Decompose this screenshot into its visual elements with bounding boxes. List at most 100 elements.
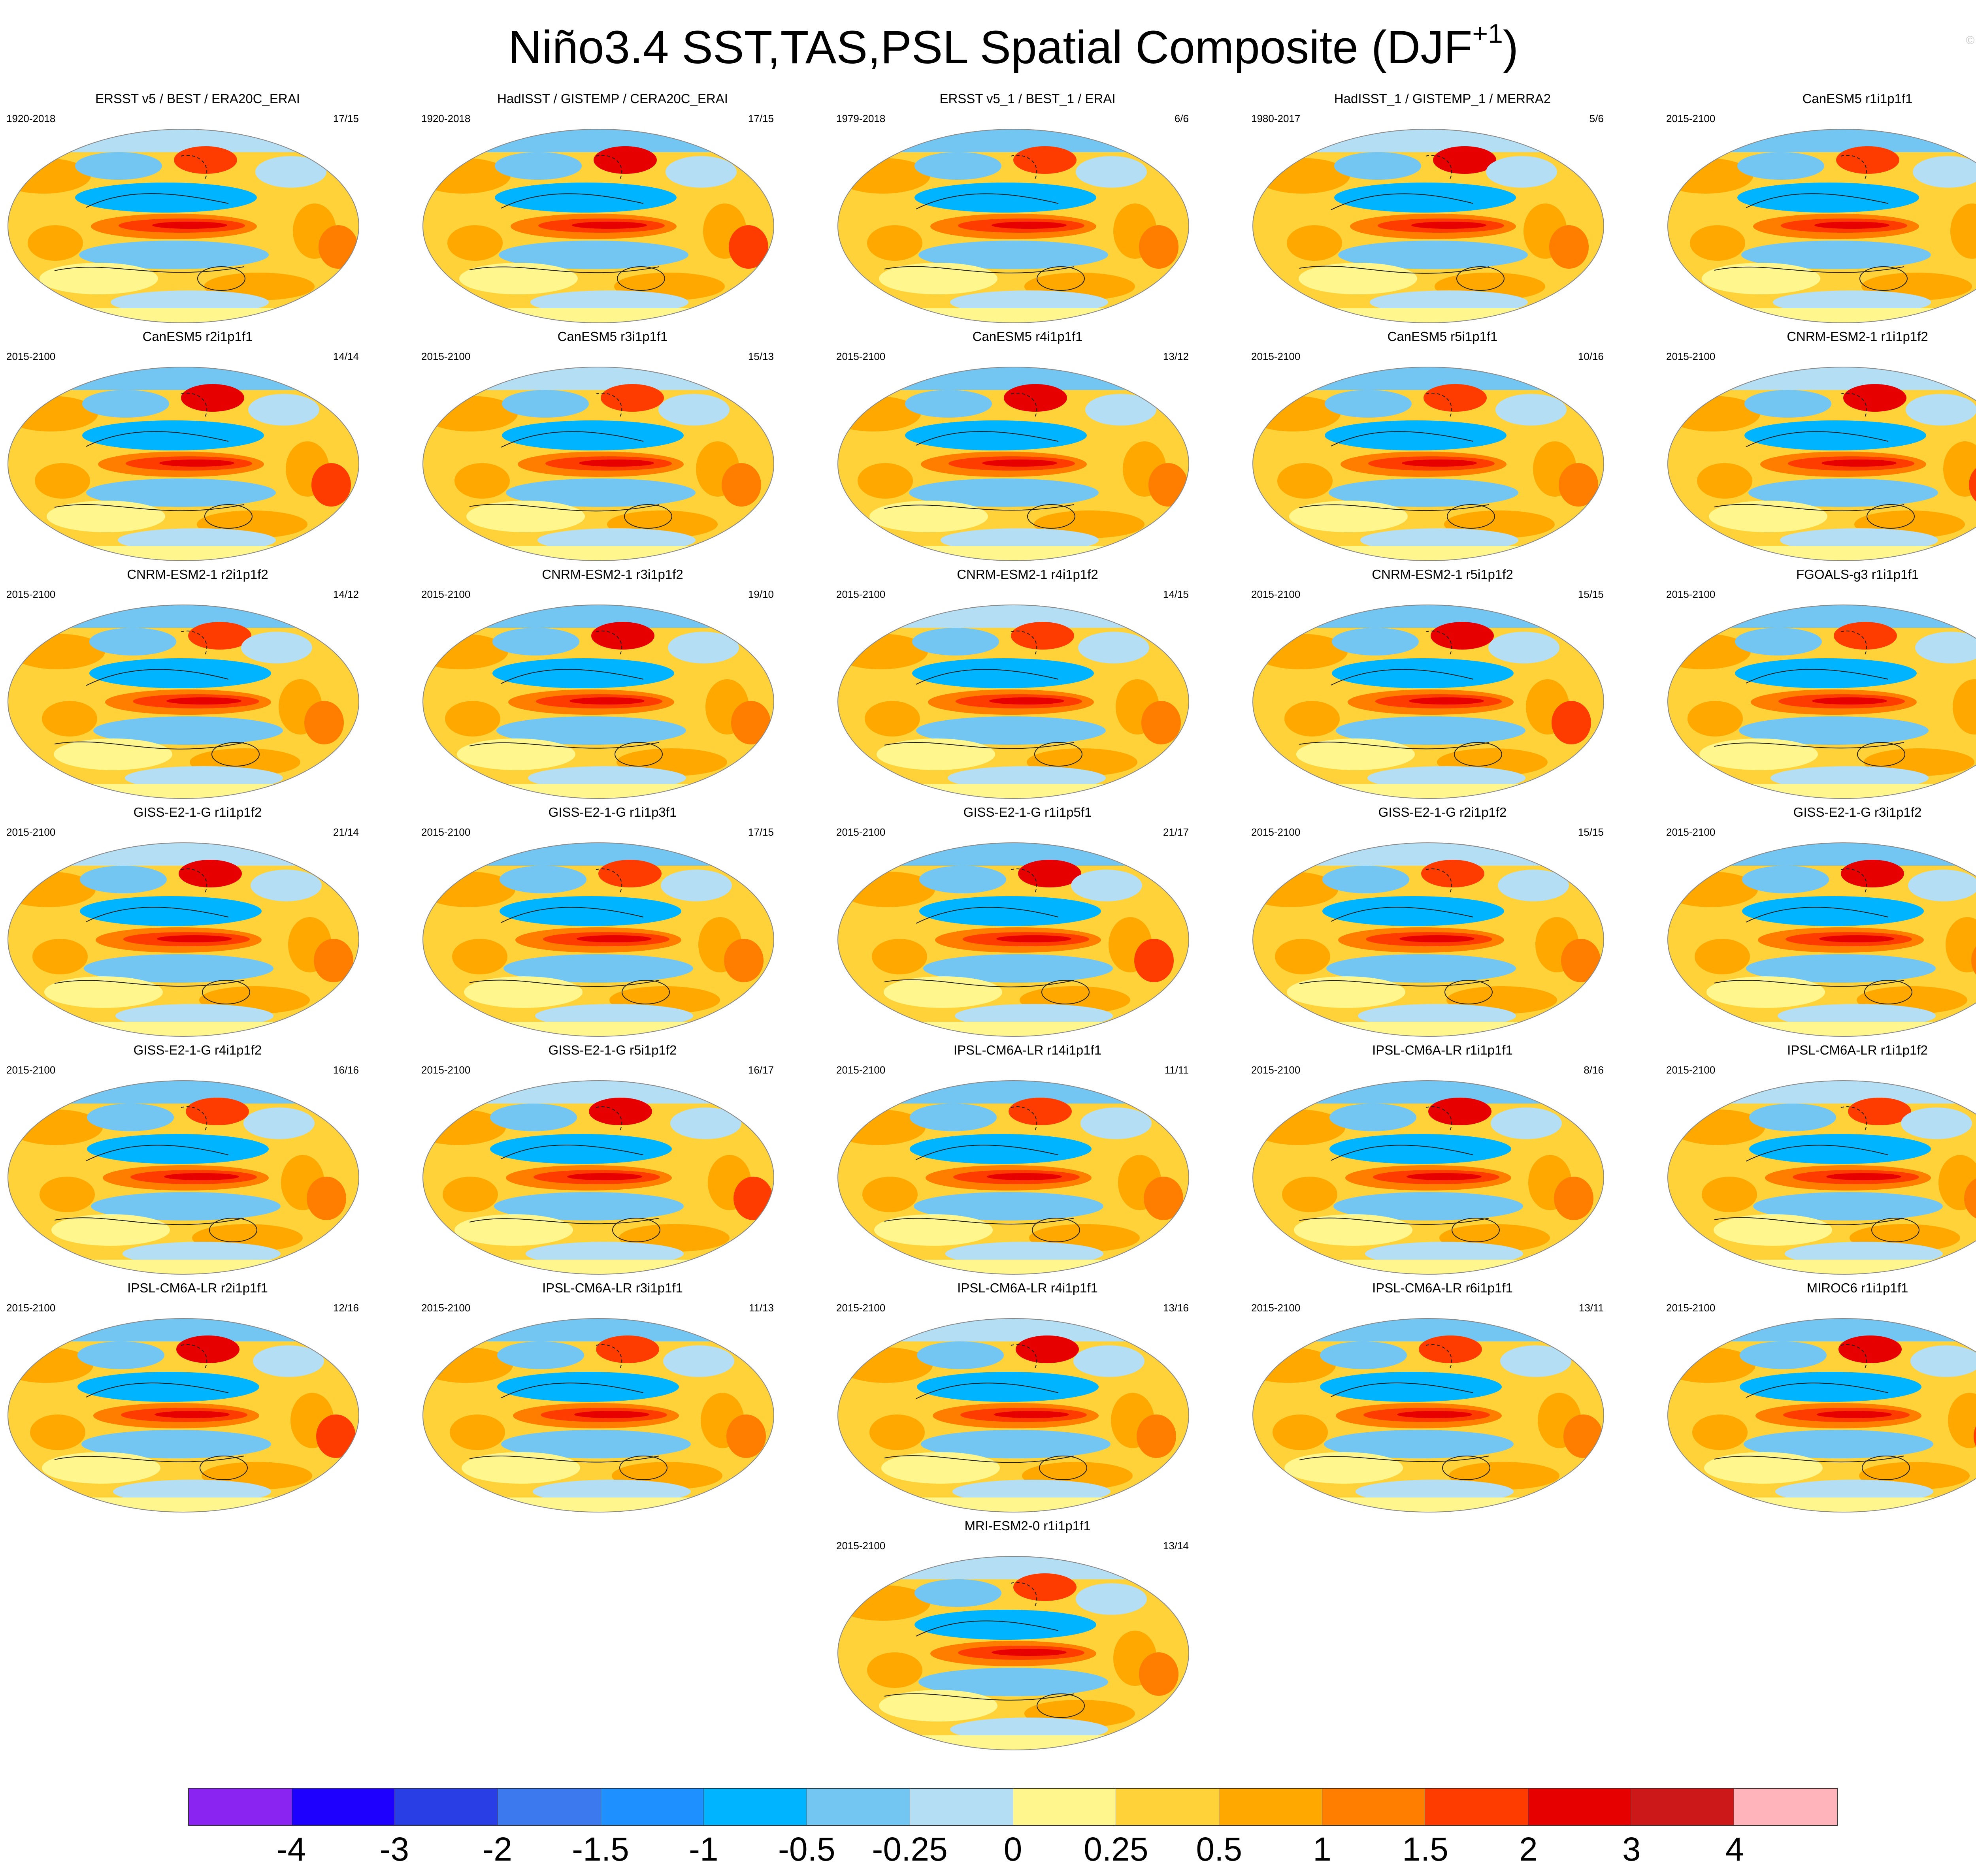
panel-event-count: 13/11	[1578, 1302, 1604, 1314]
panel-title: GISS-E2-1-G r1i1p1f2	[133, 805, 262, 819]
panel-title: IPSL-CM6A-LR r6i1p1f1	[1372, 1281, 1513, 1295]
panel-period: 2015-2100	[1251, 350, 1301, 362]
map-panel: GISS-E2-1-G r2i1p1f2 2015-2100 15/15	[1245, 804, 1640, 1042]
composite-map	[1252, 842, 1605, 1038]
panel-event-count: 21/14	[333, 826, 359, 838]
panel-period: 1920-2018	[6, 113, 56, 124]
map-panel: CanESM5 r5i1p1f1 2015-2100 10/16	[1245, 329, 1640, 566]
composite-map	[837, 366, 1190, 562]
panel-title: GISS-E2-1-G r1i1p5f1	[963, 805, 1092, 819]
colorbar-tick-label: 3	[1622, 1831, 1641, 1868]
colorbar-tick-label: 0.25	[1084, 1831, 1148, 1868]
colorbar-segment	[189, 1789, 292, 1825]
figure-title: Niño3.4 SST,TAS,PSL Spatial Composite (D…	[0, 4, 1976, 77]
colorbar-segment	[395, 1789, 498, 1825]
colorbar-tick-label: -4	[276, 1831, 306, 1868]
panel-title: CanESM5 r3i1p1f1	[557, 329, 668, 344]
panel-event-count: 17/15	[333, 113, 359, 124]
panel-event-count: 21/17	[1163, 826, 1189, 838]
composite-map	[422, 366, 775, 562]
composite-map	[7, 604, 360, 800]
panel-event-count: 19/10	[748, 588, 774, 600]
colorbar-segment	[1425, 1789, 1528, 1825]
composite-map	[7, 366, 360, 562]
colorbar-segment	[1631, 1789, 1735, 1825]
panel-event-count: 15/15	[1578, 826, 1604, 838]
composite-map	[7, 1080, 360, 1275]
panel-event-count: 14/12	[333, 588, 359, 600]
composite-map	[837, 128, 1190, 324]
panel-period: 2015-2100	[1666, 1302, 1716, 1314]
panel-event-count: 6/6	[1174, 113, 1189, 124]
colorbar-segment	[1013, 1789, 1116, 1825]
map-panel: HadISST_1 / GISTEMP_1 / MERRA2 1980-2017 5…	[1245, 91, 1640, 328]
map-panel: IPSL-CM6A-LR r4i1p1f1 2015-2100 13/16	[830, 1280, 1225, 1517]
colorbar-segment	[601, 1789, 704, 1825]
panel-title: CNRM-ESM2-1 r4i1p1f2	[957, 567, 1098, 582]
composite-map	[7, 842, 360, 1038]
composite-map	[1252, 128, 1605, 324]
map-panel: CNRM-ESM2-1 r4i1p1f2 2015-2100 14/15	[830, 567, 1225, 804]
copyright-watermark: © CVDP	[1966, 34, 1976, 47]
title-end: )	[1503, 21, 1519, 73]
map-panel: CNRM-ESM2-1 r3i1p1f2 2015-2100 19/10	[415, 567, 810, 804]
panel-event-count: 14/14	[333, 350, 359, 362]
panel-period: 2015-2100	[1251, 826, 1301, 838]
colorbar-segment	[1734, 1789, 1837, 1825]
panel-period: 1980-2017	[1251, 113, 1301, 124]
map-panel: CNRM-ESM2-1 r2i1p1f2 2015-2100 14/12	[0, 567, 395, 804]
colorbar-segment	[1219, 1789, 1322, 1825]
colorbar-tick-label: 2	[1519, 1831, 1538, 1868]
colorbar-tick-label: -1.5	[572, 1831, 629, 1868]
panel-event-count: 15/13	[748, 350, 774, 362]
map-panel: IPSL-CM6A-LR r6i1p1f1 2015-2100 13/11	[1245, 1280, 1640, 1517]
panel-title: GISS-E2-1-G r2i1p1f2	[1378, 805, 1507, 819]
composite-map	[422, 1080, 775, 1275]
map-panel: GISS-E2-1-G r1i1p1f2 2015-2100 21/14	[0, 804, 395, 1042]
panel-title: IPSL-CM6A-LR r3i1p1f1	[542, 1281, 683, 1295]
panel-title: ERSST v5 / BEST / ERA20C_ERAI	[95, 91, 300, 106]
composite-map	[837, 1318, 1190, 1513]
map-panel: CanESM5 r2i1p1f1 2015-2100 14/14	[0, 329, 395, 566]
colorbar-segment	[1322, 1789, 1425, 1825]
panel-title: CNRM-ESM2-1 r1i1p1f2	[1787, 329, 1928, 344]
panel-period: 2015-2100	[421, 826, 471, 838]
panel-event-count: 17/15	[748, 113, 774, 124]
panel-title: IPSL-CM6A-LR r2i1p1f1	[127, 1281, 268, 1295]
composite-map	[422, 1318, 775, 1513]
panel-period: 1979-2018	[836, 113, 886, 124]
composite-map	[422, 604, 775, 800]
panel-title: CanESM5 r2i1p1f1	[142, 329, 253, 344]
colorbar-tick-label: 4	[1725, 1831, 1744, 1868]
panel-event-count: 5/6	[1589, 113, 1604, 124]
panel-period: 2015-2100	[6, 1064, 56, 1076]
map-panel: GISS-E2-1-G r1i1p5f1 2015-2100 21/17	[830, 804, 1225, 1042]
panel-event-count: 16/16	[333, 1064, 359, 1076]
map-panel: GISS-E2-1-G r1i1p3f1 2015-2100 17/15	[415, 804, 810, 1042]
map-panel: CanESM5 r3i1p1f1 2015-2100 15/13	[415, 329, 810, 566]
panel-period: 2015-2100	[836, 1064, 886, 1076]
composite-map	[422, 842, 775, 1038]
colorbar	[188, 1788, 1838, 1826]
panel-period: 2015-2100	[836, 588, 886, 600]
panel-title: ERSST v5_1 / BEST_1 / ERAI	[939, 91, 1116, 106]
map-panel: IPSL-CM6A-LR r3i1p1f1 2015-2100 11/13	[415, 1280, 810, 1517]
composite-map	[837, 842, 1190, 1038]
colorbar-segment	[498, 1789, 601, 1825]
map-panel: MRI-ESM2-0 r1i1p1f1 2015-2100 13/14	[830, 1518, 1225, 1755]
composite-map	[1667, 1318, 1976, 1513]
map-panel: GISS-E2-1-G r5i1p1f2 2015-2100 16/17	[415, 1042, 810, 1279]
panel-period: 2015-2100	[836, 350, 886, 362]
colorbar-tick-label: -1	[689, 1831, 718, 1868]
map-panel: CNRM-ESM2-1 r5i1p1f2 2015-2100 15/15	[1245, 567, 1640, 804]
panel-title: IPSL-CM6A-LR r1i1p1f1	[1372, 1043, 1513, 1057]
map-panel: HadISST / GISTEMP / CERA20C_ERAI 1920-201…	[415, 91, 810, 328]
composite-map	[1252, 1318, 1605, 1513]
map-panel: IPSL-CM6A-LR r2i1p1f1 2015-2100 12/16	[0, 1280, 395, 1517]
panel-event-count: 11/11	[1164, 1064, 1189, 1076]
map-panel: ERSST v5 / BEST / ERA20C_ERAI 1920-2018 17…	[0, 91, 395, 328]
panel-title: FGOALS-g3 r1i1p1f1	[1796, 567, 1919, 582]
panel-period: 2015-2100	[836, 1540, 886, 1552]
